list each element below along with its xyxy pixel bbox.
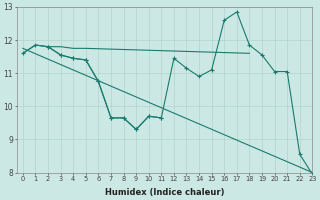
X-axis label: Humidex (Indice chaleur): Humidex (Indice chaleur) xyxy=(105,188,224,197)
